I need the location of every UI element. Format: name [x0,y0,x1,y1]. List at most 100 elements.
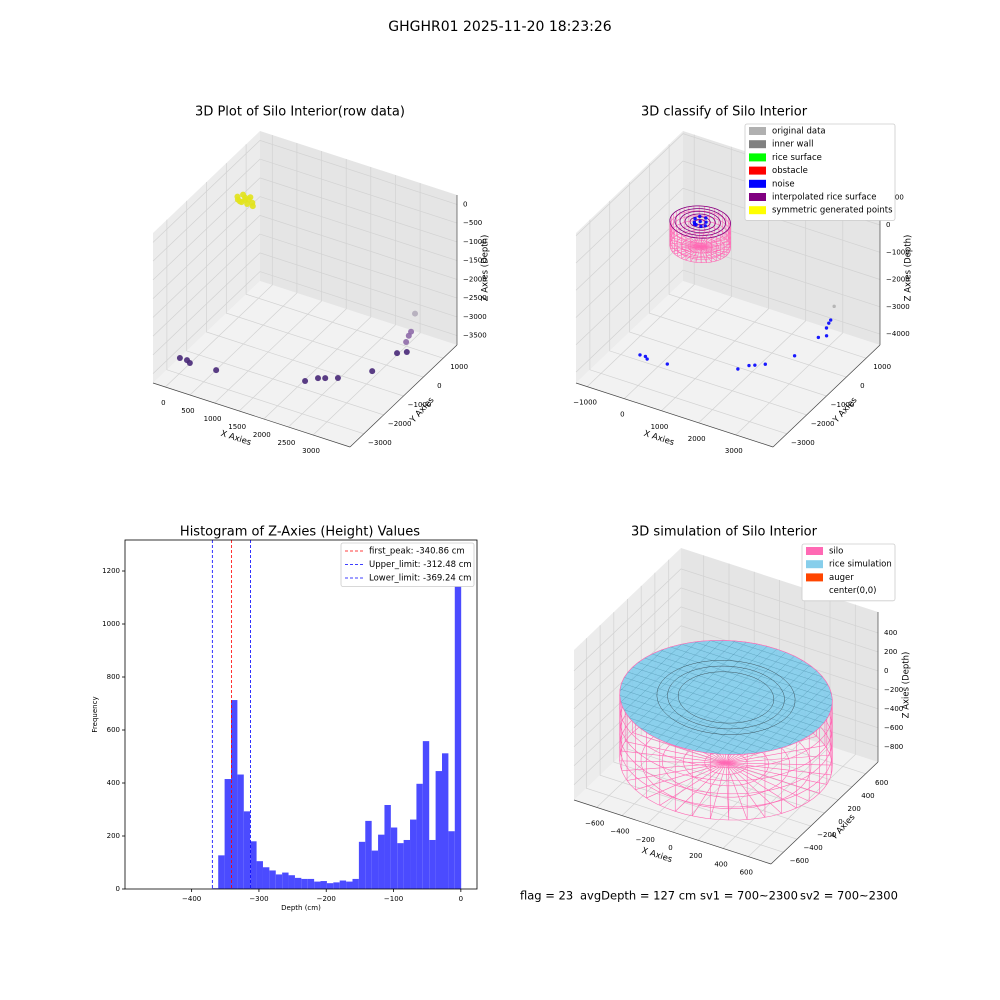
z-axis-label: Z Axies (Depth) [904,235,914,302]
x-tick-label: 2000 [688,435,706,443]
legend-swatch [749,166,766,175]
z-tick-label: −2000 [463,275,487,283]
bar [378,834,385,889]
panel-title: 3D Plot of Silo Interior(row data) [195,105,405,120]
silo-floor-radial [700,246,725,258]
bar [218,855,225,889]
rice-bowl [656,660,796,735]
rice-mesh [728,670,817,755]
z-tick-label: −200 [884,686,903,694]
grid-line [206,182,404,397]
y-tick-label: 400 [107,779,120,787]
silo-floor-ring [704,751,748,775]
bar [371,850,379,889]
legend-label: interpolated rice surface [772,193,877,203]
legend-swatch [806,560,823,569]
legend-swatch [749,206,766,215]
bar [262,867,270,889]
grid-line [698,170,807,424]
point [816,335,821,340]
legend-box [801,543,896,602]
footer-text: flag = 23 [520,889,573,903]
x-tick-label: 1500 [228,423,246,431]
silo-floor-radial [621,762,727,772]
point [403,348,410,355]
point [403,338,410,345]
silo-floor-radial [693,230,701,247]
pane-right [260,131,457,345]
grid-line [152,252,458,356]
legend-swatch [806,547,823,555]
axis-line [573,799,772,865]
y-tick-label: 200 [107,832,120,840]
grid-line [225,163,424,378]
rice-mesh [660,650,833,707]
interpolated-surface-ring [679,210,721,234]
bar [320,881,327,889]
footer-text: sv1 = 700~2300 [700,889,798,903]
y-tick-label: −400 [803,844,822,852]
grid-line [152,177,458,281]
bar [352,878,359,889]
silo-floor-radial [619,760,727,764]
y-tick-label: −1000 [831,401,855,409]
silo-floor-radial [725,762,827,785]
point [234,193,241,200]
point [824,326,829,330]
z-tick-label: −500 [463,219,482,227]
y-tick-label: 600 [107,726,120,734]
rice-mesh [632,666,820,728]
point [213,367,220,374]
bar [256,861,263,889]
silo-floor-radial [700,241,729,247]
z-axis-label: Z Axies (Depth) [481,235,491,302]
interpolated-surface-ring [694,218,706,226]
legend-label: center(0,0) [829,586,877,596]
bar [365,820,372,889]
silo-floor-radial [700,246,731,251]
y-tick-label: −2000 [811,420,835,428]
point [369,368,376,375]
legend-swatch [749,153,766,162]
z-tick-label: −600 [884,724,903,732]
x-tick-label: 0 [668,844,672,852]
bar [358,841,366,889]
panel-title: 3D classify of Silo Interior [641,105,808,120]
x-tick-label: 500 [181,407,194,415]
point [302,377,309,384]
y-tick-label: −2000 [388,420,412,428]
point [792,354,797,358]
point [704,220,708,224]
grid-line [748,604,856,857]
y-tick-label: 600 [875,779,888,787]
y-tick-label: −3000 [791,439,815,447]
legend-label: first_peak: -340.86 cm [369,547,465,557]
silo-floor-radial [700,238,727,247]
silo-floor-radial [725,754,831,764]
y-tick-label: 1000 [102,620,120,628]
silo-floor-radial [635,762,727,790]
z-tick-label: 200 [884,648,897,656]
y-tick-label: 1000 [873,363,891,371]
silo-floor-radial [699,231,710,247]
bar [448,831,455,889]
point [665,362,670,366]
point [832,304,836,309]
point [827,321,831,325]
rice-mesh [638,662,825,723]
rice-mesh [684,652,786,749]
y-tick-label: 200 [848,805,861,813]
z-axis-label: Z Axies (Depth) [902,652,912,719]
bar [231,700,238,889]
z-tick-label: −1000 [463,238,487,246]
axis-line [152,382,351,448]
y-tick-label: 0 [116,885,120,893]
legend-label: silo [829,547,843,557]
x-tick-label: 0 [161,399,165,407]
grid-line [186,200,384,416]
silo-floor-radial [670,246,701,249]
silo-floor-ring [675,233,725,260]
axis-line [349,344,458,448]
bar [422,741,430,889]
